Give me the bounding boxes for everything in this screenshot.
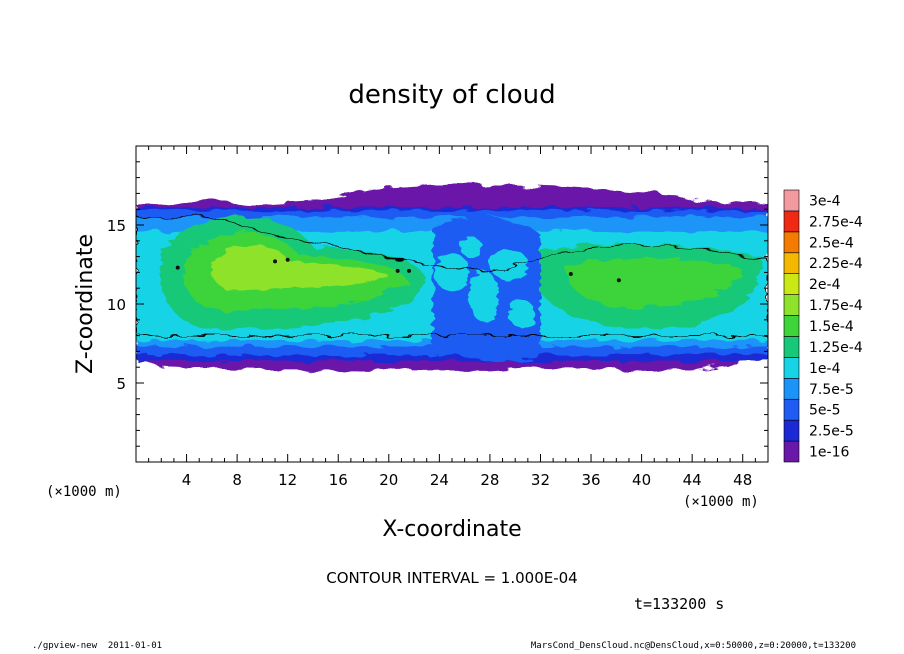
colorbar-label: 1e-4 [809,361,841,377]
colorbar-swatch [783,210,800,233]
colorbar-label: 2e-4 [809,277,841,293]
x-tick-label: 32 [531,471,550,489]
x-tick-label: 12 [278,471,297,489]
turbulent-cell [489,248,528,281]
colorbar-swatch [783,440,800,463]
colorbar-swatch [783,273,800,295]
colorbar-swatch [783,231,800,254]
colorbar-label: 1.25e-4 [809,340,863,356]
colorbar-swatch [783,315,800,337]
x-tick-label: 40 [632,471,651,489]
x-axis: 4 8 12 16 20 24 28 32 36 40 44 48 [148,146,756,489]
colorbar-label: 2.25e-4 [809,256,863,272]
x-tick-label: 48 [733,471,752,489]
y-axis-label: Z-coordinate [73,234,98,374]
x-tick-label: 44 [683,471,702,489]
speck [175,265,180,270]
turbulent-cell [459,237,483,257]
colorbar: 1e-16 2.5e-5 5e-5 7.5e-5 1e-4 1.25e-4 1.5e-4 1.… [783,189,863,463]
colorbar-swatch [783,189,800,212]
x-axis-label: X-coordinate [382,517,521,542]
turbulent-cell [434,253,470,292]
y-tick-label: 15 [107,217,126,235]
speck [285,257,290,262]
colorbar-swatch [783,357,800,379]
contour-interval: CONTOUR INTERVAL = 1.000E-04 [326,569,577,587]
green-inner-right [565,258,743,308]
footer-source: MarsCond_DensCloud.nc@DensCloud,x=0:5000… [530,641,856,651]
x-tick-label: 36 [581,471,600,489]
lime-core-left [210,244,389,290]
x-tick-label: 24 [430,471,449,489]
speck [395,268,400,273]
speck [568,271,573,276]
contour-line [136,215,768,337]
colorbar-label: 5e-5 [809,403,840,419]
colorbar-swatch [783,419,800,442]
x-tick-label: 4 [182,471,192,489]
colorbar-swatch [783,252,800,274]
colorbar-label: 1.5e-4 [809,319,854,335]
density-field [136,183,768,371]
colorbar-label: 3e-4 [809,193,841,209]
x-tick-label: 8 [232,471,242,489]
turbulent-cell [508,299,535,328]
colorbar-label: 2.75e-4 [809,214,863,230]
y-tick-label: 10 [107,296,126,314]
y-tick-label: 5 [116,375,126,393]
y-axis: 5 10 15 [107,161,768,447]
x-tick-label: 28 [480,471,499,489]
speck [273,259,278,264]
colorbar-swatch [783,378,800,400]
colorbar-label: 1e-16 [809,445,849,461]
footer-program: ./gpview-new 2011-01-01 [32,641,163,651]
colorbar-label: 2.5e-5 [809,424,854,440]
speck [616,278,621,283]
colorbar-swatch [783,294,800,316]
colorbar-label: 2.5e-4 [809,235,854,251]
x-tick-label: 20 [379,471,398,489]
colorbar-label: 1.75e-4 [809,298,863,314]
chart-title: density of cloud [348,80,555,110]
colorbar-label: 7.5e-5 [809,382,854,398]
colorbar-swatch [783,398,800,421]
colorbar-swatch [783,336,800,358]
turbulent-cell [468,270,499,322]
x-unit-left: (×1000 m) [46,484,122,500]
time-label: t=133200 s [634,595,724,613]
x-tick-label: 16 [329,471,348,489]
x-unit-right: (×1000 m) [683,494,759,510]
speck [407,268,412,273]
